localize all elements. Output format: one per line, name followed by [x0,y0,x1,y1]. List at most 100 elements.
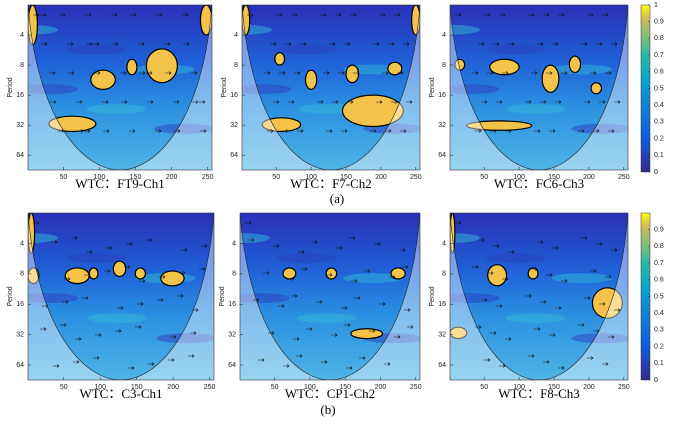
phase-arrow [499,13,506,17]
phase-arrow [472,71,479,75]
phase-arrow [121,100,128,104]
plot-area [450,5,628,170]
heat-texture [450,84,500,95]
phase-arrow [199,267,206,271]
phase-arrow [338,71,345,75]
phase-arrow [581,236,588,240]
phase-arrow [599,100,606,104]
phase-arrow [605,71,612,75]
phase-arrow [192,308,199,312]
phase-arrow [475,129,482,133]
phase-arrow [331,333,338,337]
colorbar-tick-label: 1 [654,2,658,9]
x-tick-label: 50 [480,174,488,181]
phase-arrow [407,325,414,329]
panel-title: WTC：F7-Ch2 [290,176,372,191]
phase-arrow [306,327,313,331]
phase-arrow [455,221,462,225]
x-tick-label: 100 [94,174,106,181]
coherence-region [160,270,185,287]
x-tick-label: 250 [410,384,422,391]
y-tick-label: 64 [438,152,446,159]
phase-arrow [496,304,503,308]
plot-area [450,213,628,380]
phase-arrow [499,364,506,368]
colorbar-tick-label: 0.6 [654,277,664,284]
y-tick-label: 32 [230,122,238,129]
heat-texture [551,64,612,75]
coherence-region [590,82,603,95]
phase-arrow [128,366,135,370]
phase-arrow [71,236,78,240]
phase-arrow [155,129,162,133]
coherence-region [134,267,147,280]
y-tick-label: 8 [442,62,446,69]
phase-arrow [146,71,153,75]
y-tick-label: 8 [20,62,24,69]
cone-of-influence [240,213,420,380]
phase-arrow [117,306,124,310]
phase-arrow [561,71,568,75]
phase-arrow [173,100,180,104]
phase-arrow [42,304,49,308]
phase-arrow [484,358,491,362]
phase-arrow [373,42,380,46]
phase-arrow [359,356,366,360]
axes-frame [27,212,215,381]
panel-label: (a) [330,191,344,206]
x-tick-label: 200 [375,174,387,181]
phase-arrow [85,13,92,17]
coherence-region [90,69,116,90]
x-tick-label: 100 [513,174,525,181]
x-tick-label: 50 [60,384,68,391]
phase-arrow [508,250,515,254]
phase-arrow [192,100,199,104]
phase-arrow [264,71,271,75]
x-tick-label: 200 [166,174,178,181]
y-tick-label: 64 [16,362,24,369]
x-tick-label: 100 [513,384,525,391]
phase-arrow [120,71,127,75]
phase-arrow [320,13,327,17]
colorbar-tick-label: 0.2 [654,343,664,350]
heat-texture [242,84,292,95]
colorbar-tick-label: 0 [654,169,658,176]
x-tick-label: 150 [340,174,352,181]
y-tick-label: 32 [16,331,24,338]
phase-arrow [200,129,207,133]
colorbar-tick-label: 0.3 [654,119,664,126]
y-tick-label: 8 [232,271,236,278]
phase-arrow [191,71,198,75]
phase-arrow [291,294,298,298]
phase-arrow [301,267,308,271]
phase-arrow [481,100,488,104]
phase-arrow [247,13,254,17]
phase-arrow [531,267,538,271]
phase-arrow [584,100,591,104]
phase-arrow [614,100,621,104]
cone-of-influence [242,5,420,170]
phase-arrow [525,294,532,298]
phase-arrow [351,279,358,283]
heat-texture [156,333,214,344]
cone-of-influence [28,5,212,170]
phase-arrow [188,354,195,358]
phase-arrow [76,100,83,104]
x-tick-label: 150 [339,384,351,391]
heat-texture [240,293,290,304]
phase-arrow [353,71,360,75]
y-tick-label: 8 [442,271,446,278]
phase-arrow [596,242,603,246]
phase-arrow [525,100,532,104]
y-axis-label: Period [7,286,14,306]
phase-arrow [291,13,298,17]
phase-arrow [104,269,111,273]
phase-arrow [406,100,413,104]
phase-arrow [157,298,164,302]
colorbar-tick-label: 0.3 [654,327,664,334]
coherence-region [304,69,318,90]
phase-arrow [248,238,255,242]
phase-arrow [528,13,535,17]
y-tick-label: 8 [234,62,238,69]
phase-arrow [394,13,401,17]
